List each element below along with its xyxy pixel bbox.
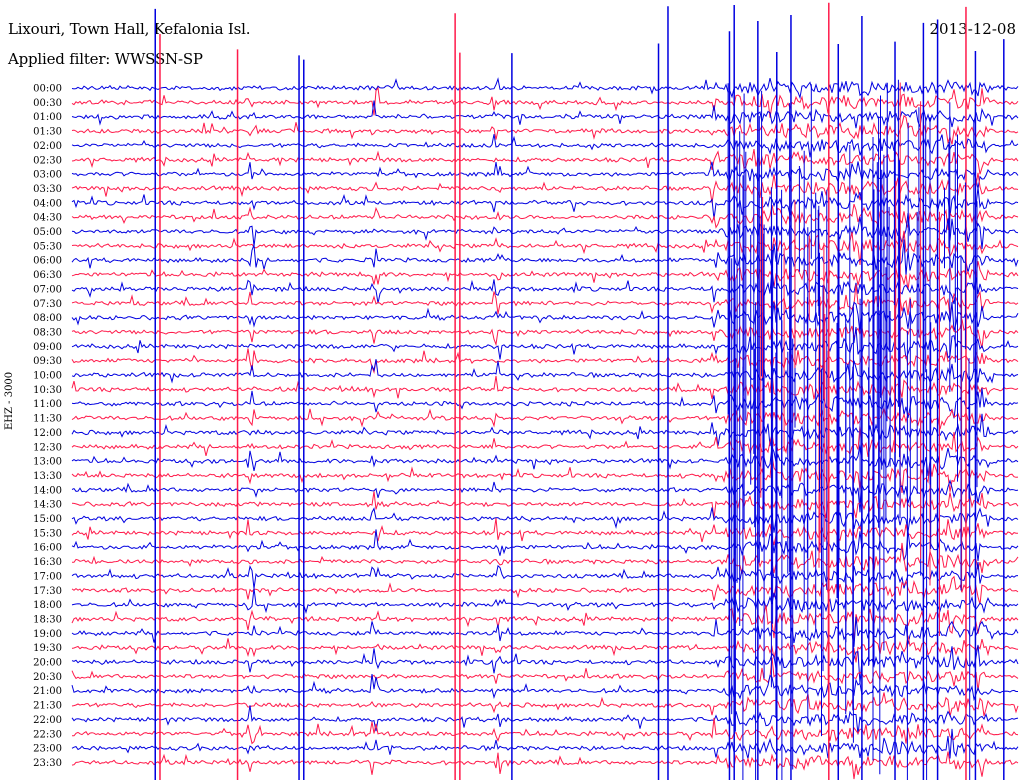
row-label-2000: 20:00 <box>33 658 62 669</box>
trace-2000 <box>71 644 1019 684</box>
row-label-2300: 23:00 <box>33 744 62 755</box>
trace-1930 <box>71 635 1019 663</box>
row-label-0200: 02:00 <box>33 141 62 152</box>
trace-0000 <box>71 77 1019 100</box>
row-label-2130: 21:30 <box>33 701 62 712</box>
trace-1900 <box>71 616 1019 647</box>
trace-2030 <box>71 657 1019 691</box>
row-label-1930: 19:30 <box>33 643 62 654</box>
row-label-0500: 05:00 <box>33 227 62 238</box>
trace-0630 <box>71 261 1019 290</box>
row-label-1500: 15:00 <box>33 514 62 525</box>
trace-group <box>71 2 1019 780</box>
row-label-0100: 01:00 <box>33 112 62 123</box>
row-label-0300: 03:00 <box>33 170 62 181</box>
trace-1000 <box>71 359 1019 384</box>
date-label: 2013-12-08 <box>929 20 1016 38</box>
row-label-1530: 15:30 <box>33 528 62 539</box>
row-label-1030: 10:30 <box>33 385 62 396</box>
row-label-0030: 00:30 <box>33 98 62 109</box>
row-label-2100: 21:00 <box>33 686 62 697</box>
row-label-1430: 14:30 <box>33 500 62 511</box>
trace-1730 <box>71 575 1019 605</box>
trace-0700 <box>71 268 1019 305</box>
trace-1800 <box>71 588 1019 614</box>
row-label-1130: 11:30 <box>33 414 62 425</box>
trace-2200 <box>71 705 1019 735</box>
trace-0500 <box>71 213 1019 250</box>
row-label-1900: 19:00 <box>33 629 62 640</box>
trace-2100 <box>71 674 1018 702</box>
trace-0100 <box>71 100 1019 129</box>
trace-0430 <box>71 203 1019 231</box>
row-label-1630: 16:30 <box>33 557 62 568</box>
row-label-2230: 22:30 <box>33 729 62 740</box>
trace-0600 <box>71 239 1019 276</box>
trace-0200 <box>71 134 1019 158</box>
trace-1400 <box>71 479 1019 513</box>
trace-0230 <box>71 149 1019 175</box>
trace-0330 <box>71 172 1019 204</box>
trace-1700 <box>71 561 1019 589</box>
trace-1100 <box>71 388 1019 419</box>
trace-0130 <box>71 114 1019 145</box>
row-label-2030: 20:30 <box>33 672 62 683</box>
row-label-0830: 08:30 <box>33 327 62 338</box>
row-label-0630: 06:30 <box>33 270 62 281</box>
trace-1430 <box>71 491 1019 519</box>
row-label-2200: 22:00 <box>33 715 62 726</box>
row-label-0400: 04:00 <box>33 198 62 209</box>
trace-0830 <box>71 319 1019 349</box>
row-label-0430: 04:30 <box>33 213 62 224</box>
row-label-0330: 03:30 <box>33 184 62 195</box>
row-label-1230: 12:30 <box>33 442 62 453</box>
trace-2300 <box>71 728 1019 759</box>
trace-0300 <box>71 161 1019 189</box>
trace-0400 <box>71 187 1019 220</box>
trace-1230 <box>71 426 1019 458</box>
row-label-2330: 23:30 <box>33 758 62 769</box>
time-labels: 00:00 00:30 01:00 01:30 02:00 02:30 03:00 03:30… <box>33 84 62 769</box>
trace-1530 <box>71 518 1019 546</box>
trace-1630 <box>72 542 1019 574</box>
trace-2130 <box>71 692 1019 717</box>
row-label-0530: 05:30 <box>33 241 62 252</box>
trace-1830 <box>71 605 1019 641</box>
row-label-0730: 07:30 <box>33 299 62 310</box>
row-label-1830: 18:30 <box>33 614 62 625</box>
row-label-0700: 07:00 <box>33 284 62 295</box>
row-label-1600: 16:00 <box>33 543 62 554</box>
row-label-1400: 14:00 <box>33 485 62 496</box>
row-label-0000: 00:00 <box>33 84 62 95</box>
row-label-1000: 10:00 <box>33 371 62 382</box>
trace-2330 <box>71 751 1019 780</box>
trace-2230 <box>71 717 1019 745</box>
trace-0530 <box>71 230 1019 266</box>
row-label-1100: 11:00 <box>33 399 62 410</box>
row-label-1800: 18:00 <box>33 600 62 611</box>
trace-0800 <box>71 301 1019 334</box>
trace-0030 <box>71 86 1019 118</box>
row-label-0600: 06:00 <box>33 256 62 267</box>
row-label-1700: 17:00 <box>33 571 62 582</box>
row-label-0800: 08:00 <box>33 313 62 324</box>
row-label-1200: 12:00 <box>33 428 62 439</box>
row-label-1730: 17:30 <box>33 586 62 597</box>
row-label-0930: 09:30 <box>33 356 62 367</box>
row-label-0130: 01:30 <box>33 127 62 138</box>
trace-1600 <box>71 529 1019 561</box>
row-label-0900: 09:00 <box>33 342 62 353</box>
row-label-1330: 13:30 <box>33 471 62 482</box>
row-label-1300: 13:00 <box>33 457 62 468</box>
row-label-0230: 02:30 <box>33 155 62 166</box>
filter-label: Applied filter: WWSSN-SP <box>8 50 203 68</box>
station-title: Lixouri, Town Hall, Kefalonia Isl. <box>8 20 251 38</box>
